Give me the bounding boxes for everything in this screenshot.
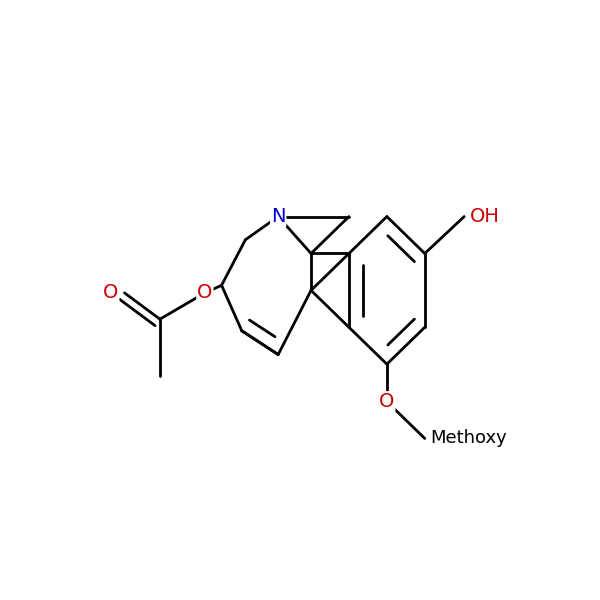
Text: O: O bbox=[379, 392, 395, 411]
Text: N: N bbox=[271, 207, 286, 226]
Text: O: O bbox=[103, 283, 118, 302]
Text: Methoxy: Methoxy bbox=[430, 430, 506, 448]
Text: OH: OH bbox=[470, 207, 500, 226]
Text: O: O bbox=[197, 283, 212, 302]
